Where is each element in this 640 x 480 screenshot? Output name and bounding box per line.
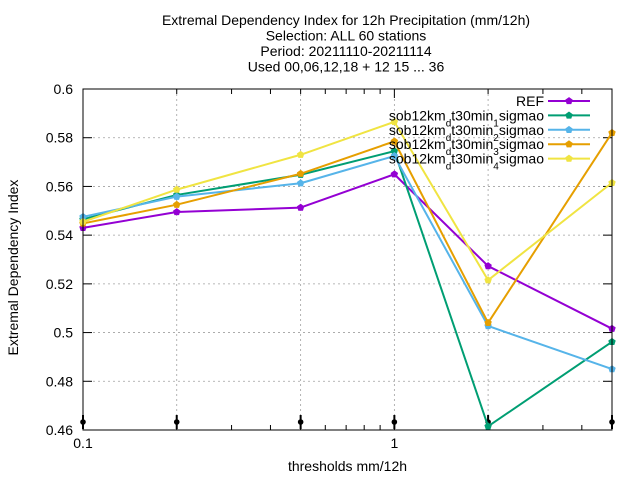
title-line-1: Extremal Dependency Index for 12h Precip… — [162, 12, 530, 28]
legend-entry-label: sob12kmdt30min3sigmao — [389, 136, 544, 158]
axis-ticks: 0.46 0.48 0.5 0.52 0.54 0.56 0.58 0.6 0.1 1 — [46, 81, 615, 451]
data-point — [296, 150, 305, 158]
legend-entry-label: sob12kmdt30min1sigmao — [389, 107, 544, 128]
y-tick-label: 0.46 — [46, 422, 73, 438]
y-axis-label: Extremal Dependency Index — [5, 180, 21, 356]
series-4 — [79, 128, 616, 326]
data-point — [296, 203, 305, 211]
data-point — [484, 276, 492, 284]
chart-title: Extremal Dependency Index for 12h Precip… — [162, 12, 530, 75]
x-tick-label: 1 — [390, 435, 398, 451]
series-line — [82, 173, 613, 330]
data-point — [390, 137, 399, 145]
legend-entry-label: sob12kmdt30min2sigmao — [389, 122, 544, 144]
data-point — [484, 422, 492, 430]
series-lines — [79, 117, 616, 430]
title-line-3: Period: 20211110-20211114 — [260, 43, 431, 59]
series-1 — [79, 170, 616, 332]
data-point — [173, 192, 181, 200]
y-tick-label: 0.52 — [46, 276, 73, 292]
legend: REFsob12kmdt30min1sigmaosob12kmdt30min2s… — [389, 93, 590, 172]
title-line-2: Selection: ALL 60 stations — [266, 28, 427, 44]
plot-frame — [82, 88, 613, 431]
x-axis-label: thresholds mm/12h — [288, 458, 407, 474]
legend-swatch-marker — [565, 111, 573, 119]
legend-swatch-marker — [565, 154, 573, 162]
x-marker-dot — [297, 419, 304, 425]
data-point — [173, 185, 181, 193]
y-tick-label: 0.54 — [46, 227, 73, 243]
series-line — [82, 154, 613, 371]
legend-swatch-marker — [565, 140, 573, 148]
data-point — [173, 200, 181, 208]
data-point — [484, 318, 492, 326]
x-marker-dot — [391, 419, 398, 425]
y-tick-label: 0.6 — [54, 81, 74, 97]
series-3 — [79, 152, 616, 373]
data-point — [296, 179, 305, 187]
series-5 — [79, 117, 616, 284]
series-line — [82, 120, 613, 282]
y-tick-label: 0.48 — [46, 373, 73, 389]
x-tick-label: 0.1 — [73, 435, 93, 451]
data-point — [484, 262, 492, 270]
legend-swatch-marker — [565, 97, 573, 105]
legend-swatch-marker — [565, 125, 573, 133]
title-line-4: Used 00,06,12,18 + 12 15 ... 36 — [248, 59, 445, 75]
data-point — [390, 117, 399, 126]
data-point — [296, 169, 305, 177]
legend-entry-label: sob12kmdt30min4sigmao — [389, 151, 544, 173]
series-line — [82, 132, 613, 324]
y-tick-label: 0.58 — [46, 130, 73, 146]
x-marker-dot — [173, 419, 180, 425]
y-tick-label: 0.56 — [46, 178, 73, 194]
data-point — [390, 170, 399, 178]
y-tick-label: 0.5 — [54, 325, 74, 341]
data-point — [173, 208, 181, 216]
data-point — [390, 152, 399, 160]
legend-entry-label: REF — [516, 93, 544, 109]
